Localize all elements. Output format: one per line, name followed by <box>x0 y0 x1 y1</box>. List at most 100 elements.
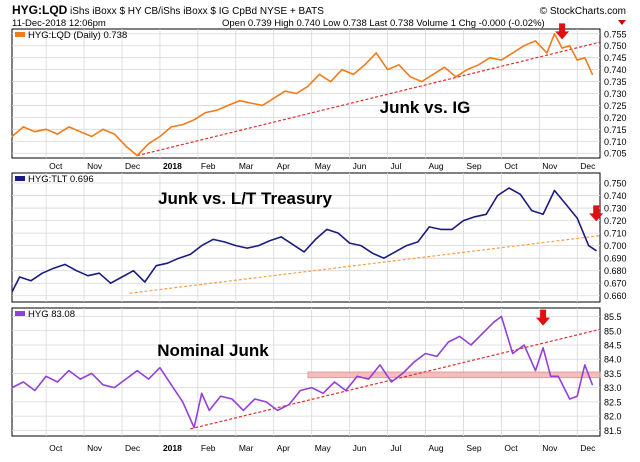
series-point <box>553 189 556 192</box>
series-point <box>352 73 355 75</box>
trendline <box>129 235 601 294</box>
series-point <box>356 375 358 377</box>
series-point <box>265 401 267 403</box>
y-tick-label: 0.750 <box>604 41 627 51</box>
series-point <box>91 372 93 375</box>
series-point <box>508 187 510 189</box>
legend-label: HYG:LQD (Daily) 0.738 <box>28 30 127 41</box>
series-point <box>34 131 36 133</box>
x-tick-label: Oct <box>49 161 63 171</box>
series-point <box>193 426 195 429</box>
series-point <box>367 378 370 380</box>
series-point <box>269 240 271 242</box>
series-point <box>68 369 70 372</box>
series-point <box>216 109 218 111</box>
series-point <box>330 80 332 83</box>
x-tick-label: Aug <box>428 443 443 453</box>
y-tick-label: 0.730 <box>604 89 627 99</box>
series-point <box>110 282 112 284</box>
panel-3: 81.5 82.0 82.5 83.0 83.5 84.0 84.5 85.0 85.5 HYG … <box>11 307 622 453</box>
series-point <box>212 238 214 240</box>
series-point <box>345 389 347 392</box>
series-point <box>136 155 138 157</box>
series-point <box>455 76 457 78</box>
x-tick-label: Mar <box>239 443 254 453</box>
series-point <box>121 276 123 278</box>
y-tick-label: 0.690 <box>604 254 627 264</box>
series-point <box>565 203 567 205</box>
series-point <box>398 64 400 66</box>
series-point <box>113 133 116 135</box>
y-tick-label: 0.730 <box>604 204 627 214</box>
y-tick-label: 0.670 <box>604 279 627 289</box>
chart-description: iShs iBoxx $ HY CB/iShs iBoxx $ IG CpBd … <box>70 6 324 17</box>
series-point <box>576 395 578 397</box>
series-point <box>466 69 468 71</box>
y-tick-label: 83.0 <box>604 383 622 393</box>
chart-annotation: Nominal Junk <box>157 341 269 360</box>
series-point <box>364 64 366 66</box>
x-tick-label: Oct <box>504 161 518 171</box>
series-point <box>201 245 203 247</box>
series-point <box>500 59 502 61</box>
series-point <box>231 398 233 400</box>
series-point <box>584 57 586 59</box>
series-point <box>409 76 411 78</box>
series-point <box>11 135 13 138</box>
series-point <box>595 250 597 252</box>
x-tick-label: Sep <box>466 443 481 453</box>
series-point <box>102 384 104 386</box>
x-tick-label: Nov <box>87 443 103 453</box>
x-tick-label: Mar <box>239 161 254 171</box>
series-point <box>56 381 59 383</box>
series-point <box>402 372 404 375</box>
y-tick-label: 85.0 <box>604 326 622 336</box>
series-point <box>523 45 525 47</box>
chart-quote: Open 0.739 High 0.740 Low 0.738 Last 0.7… <box>222 18 545 29</box>
y-tick-label: 0.740 <box>604 65 627 75</box>
x-tick-label: 2018 <box>163 161 182 171</box>
series-point <box>22 381 24 383</box>
series-point <box>68 126 70 128</box>
series-point <box>144 281 146 283</box>
y-tick-label: 81.5 <box>604 426 622 436</box>
series-point <box>189 253 191 256</box>
series-point <box>531 209 533 212</box>
series-point <box>386 69 389 71</box>
x-tick-label: Apr <box>277 443 290 453</box>
series-point <box>170 384 172 386</box>
series-point <box>113 387 116 389</box>
y-tick-label: 84.5 <box>604 340 622 350</box>
x-tick-label: Nov <box>87 161 103 171</box>
x-tick-label: Jul <box>391 443 402 453</box>
chart-annotation: Junk vs. IG <box>380 98 471 117</box>
series-point <box>45 375 47 377</box>
panel-2: 0.660 0.670 0.680 0.690 0.700 0.710 0.720 0.730… <box>11 172 627 303</box>
panel-1: 0.705 0.710 0.715 0.720 0.725 0.730 0.735 0.740… <box>11 23 627 171</box>
series-point <box>223 241 226 243</box>
series-point <box>546 52 548 54</box>
x-tick-label: May <box>315 161 332 171</box>
series-point <box>132 270 134 272</box>
series-point <box>424 352 427 355</box>
series-point <box>136 369 138 372</box>
series-point <box>481 333 483 335</box>
series-point <box>87 275 89 277</box>
x-tick-label: Sep <box>466 161 481 171</box>
series-point <box>292 243 294 245</box>
series-point <box>280 236 282 238</box>
series-point <box>41 272 43 274</box>
y-tick-label: 0.660 <box>604 291 627 301</box>
series-point <box>56 133 59 135</box>
series-point <box>447 341 449 343</box>
series-point <box>341 69 343 71</box>
x-tick-label: Dec <box>580 161 596 171</box>
series-point <box>178 257 180 259</box>
x-tick-label: Apr <box>277 161 290 171</box>
y-tick-label: 83.5 <box>604 369 622 379</box>
series-point <box>462 219 465 222</box>
y-tick-label: 0.740 <box>604 191 627 201</box>
series-point <box>459 335 461 338</box>
